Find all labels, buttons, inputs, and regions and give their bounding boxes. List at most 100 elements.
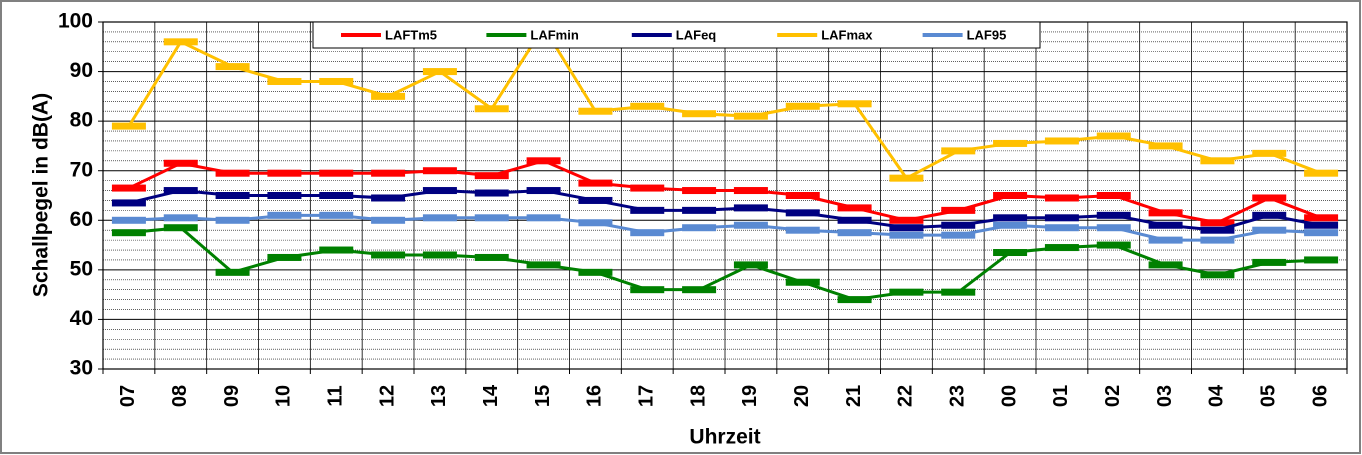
point-marker [1044,214,1079,222]
point-marker [578,219,613,227]
point-marker [215,63,250,71]
point-marker [111,199,146,207]
point-marker [837,216,872,224]
point-marker [267,253,302,261]
point-marker [319,192,354,199]
point-marker [733,204,768,212]
x-tick-label: 04 [1206,384,1228,407]
point-marker [733,261,768,269]
x-tick-label: 15 [532,385,554,407]
point-marker [1304,169,1339,177]
point-marker [993,214,1028,222]
y-tick-label: 40 [70,307,93,330]
point-marker [1096,241,1131,249]
point-marker [163,38,198,46]
y-tick-label: 100 [58,10,93,33]
legend-box [312,21,1041,49]
point-marker [474,214,509,222]
point-marker [837,296,872,304]
point-marker [1200,236,1235,244]
point-marker [785,192,820,199]
point-marker [163,159,198,167]
x-tick-label: 11 [325,385,347,406]
point-marker [1096,132,1131,140]
point-marker [1304,221,1339,229]
point-marker [422,167,457,175]
point-marker [578,196,613,204]
point-marker [111,122,146,130]
point-marker [1148,221,1183,229]
point-marker [422,187,457,195]
point-marker [267,77,302,85]
point-marker [474,105,509,113]
point-marker [1096,224,1131,232]
point-marker [1148,142,1183,150]
point-marker [1304,229,1339,237]
point-marker [682,286,717,294]
point-marker [941,206,976,214]
point-marker [630,102,665,110]
y-tick-label: 60 [70,208,93,231]
x-tick-label: 00 [998,385,1020,407]
point-marker [1252,149,1287,157]
x-tick-label: 12 [376,385,398,407]
x-tick-label: 18 [687,385,709,407]
legend-label: LAFTm5 [385,27,437,42]
x-tick-label: 21 [843,385,865,407]
point-marker [371,169,406,177]
point-marker [215,192,250,199]
x-tick-label: 09 [221,385,243,407]
point-marker [111,229,146,237]
point-marker [526,157,561,165]
point-marker [422,251,457,259]
point-marker [682,224,717,232]
point-marker [785,209,820,217]
point-marker [1148,261,1183,269]
point-marker [1252,211,1287,219]
point-marker [837,204,872,212]
point-marker [785,102,820,110]
point-marker [941,231,976,239]
point-marker [1252,194,1287,202]
point-marker [630,286,665,294]
point-marker [111,184,146,192]
y-tick-label: 70 [70,158,93,181]
point-marker [474,189,509,197]
point-marker [630,184,665,192]
point-marker [267,211,302,219]
legend-label: LAFmin [530,27,578,42]
point-marker [526,214,561,222]
point-marker [993,221,1028,229]
x-tick-label: 02 [1102,385,1124,407]
point-marker [371,194,406,202]
point-marker [941,221,976,229]
point-marker [630,206,665,214]
point-marker [1044,137,1079,145]
y-tick-label: 30 [70,357,93,380]
point-marker [1200,271,1235,279]
point-marker [1304,256,1339,264]
point-marker [941,147,976,155]
point-marker [371,92,406,100]
x-tick-label: 03 [1154,385,1176,407]
point-marker [526,187,561,195]
point-marker [630,229,665,237]
point-marker [1096,211,1131,219]
x-tick-label: 10 [273,385,295,407]
point-marker [371,251,406,259]
point-marker [1200,226,1235,234]
x-tick-label: 01 [1050,385,1072,407]
point-marker [889,216,924,224]
x-tick-label: 08 [169,385,191,407]
legend-label: LAF95 [967,27,1007,42]
point-marker [474,172,509,180]
x-tick-label: 22 [895,385,917,407]
x-tick-label: 06 [1309,385,1331,407]
x-tick-label: 23 [947,385,969,407]
x-tick-label: 16 [584,385,606,407]
x-tick-label: 14 [480,384,502,407]
point-marker [319,77,354,85]
point-marker [163,214,198,222]
point-marker [319,211,354,219]
